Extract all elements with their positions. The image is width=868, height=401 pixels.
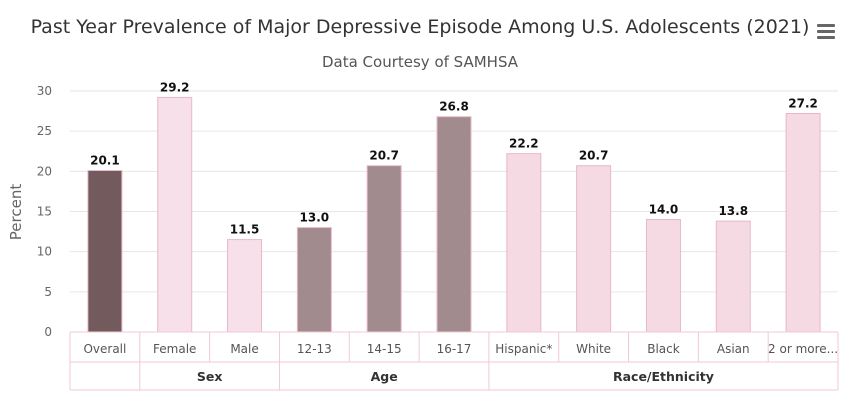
- data-label: 20.1: [90, 154, 120, 168]
- bar-white[interactable]: [576, 165, 612, 333]
- y-tick-label: 0: [44, 325, 52, 339]
- data-label: 26.8: [439, 100, 469, 114]
- bar-overall[interactable]: [87, 170, 123, 333]
- chart-subtitle: Data Courtesy of SAMHSA: [322, 53, 519, 71]
- y-tick-label: 30: [37, 84, 52, 98]
- data-label: 20.7: [579, 149, 609, 163]
- hamburger-menu-icon[interactable]: [816, 22, 836, 42]
- data-label: 29.2: [160, 80, 190, 94]
- y-axis-label: Percent: [7, 184, 25, 241]
- x-tick-label: Female: [153, 342, 196, 356]
- x-tick-label: 2 or more...: [768, 342, 838, 356]
- y-tick-label: 10: [37, 245, 52, 259]
- y-tick-label: 15: [37, 205, 52, 219]
- bar-black[interactable]: [645, 219, 681, 333]
- y-tick-label: 25: [37, 124, 52, 138]
- group-label: Sex: [197, 369, 223, 384]
- x-tick-label: Overall: [83, 342, 126, 356]
- bar-male[interactable]: [227, 239, 263, 333]
- data-label: 27.2: [788, 96, 818, 110]
- chart-title: Past Year Prevalence of Major Depressive…: [31, 16, 810, 38]
- bar-16-17[interactable]: [436, 116, 472, 333]
- x-tick-label: 12-13: [297, 342, 332, 356]
- bar-female[interactable]: [157, 96, 193, 333]
- data-label: 11.5: [230, 223, 260, 237]
- bar-14-15[interactable]: [366, 165, 402, 333]
- group-label: Race/Ethnicity: [613, 369, 714, 384]
- data-label: 20.7: [369, 149, 399, 163]
- data-label: 13.8: [718, 204, 748, 218]
- x-tick-label: Hispanic*: [495, 342, 552, 356]
- group-label: Age: [371, 369, 398, 384]
- x-tick-label: White: [576, 342, 611, 356]
- data-label: 13.0: [300, 211, 330, 225]
- data-label: 22.2: [509, 137, 539, 151]
- y-tick-label: 20: [37, 164, 52, 178]
- data-label: 14.0: [649, 203, 679, 217]
- bar-12-13[interactable]: [296, 227, 332, 333]
- y-tick-label: 5: [44, 285, 52, 299]
- x-tick-label: Asian: [717, 342, 750, 356]
- x-tick-label: 14-15: [367, 342, 402, 356]
- x-tick-label: Male: [230, 342, 258, 356]
- x-tick-label: Black: [647, 342, 680, 356]
- bar-hispanic[interactable]: [506, 153, 542, 333]
- x-tick-label: 16-17: [437, 342, 472, 356]
- bar-asian[interactable]: [715, 220, 751, 333]
- bar-2-or-more[interactable]: [785, 112, 821, 333]
